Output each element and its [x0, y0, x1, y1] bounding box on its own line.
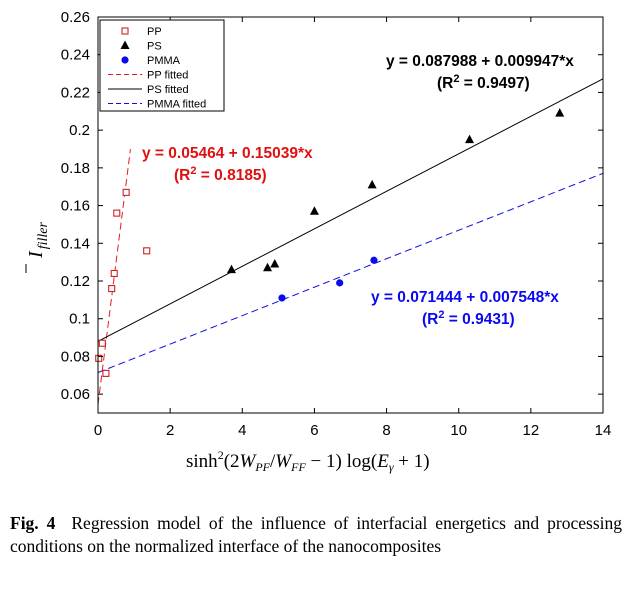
ps-fitted-legend-label: PS fitted — [147, 84, 189, 96]
pmma-r2-value: = 0.9431) — [444, 311, 514, 328]
pp-fitted-legend-label: PP fitted — [147, 70, 188, 82]
y-tick-label: 0.18 — [61, 160, 90, 177]
pp-equation-annotation: y = 0.05464 + 0.15039*x (R2 = 0.8185) — [142, 145, 313, 184]
ps-r2-prefix: (R — [437, 75, 453, 92]
x-tick-label: 2 — [166, 422, 174, 439]
plot-frame — [97, 16, 604, 414]
figure-caption-label: Fig. 4 — [10, 513, 56, 533]
ps-point — [270, 259, 280, 268]
legend: PP PS PMMA PP fitted PS fitted PMMA fitted — [99, 19, 225, 112]
legend-items: PP PS PMMA PP fitted PS fitted PMMA fitted — [108, 26, 206, 111]
pmma-fitted-legend-label: PMMA fitted — [147, 99, 206, 111]
y-tick-label: 0.14 — [61, 235, 90, 252]
pmma-legend-label: PMMA — [147, 55, 181, 67]
ps-point — [555, 108, 565, 117]
x-tick-label: 8 — [382, 422, 390, 439]
pp-point — [102, 369, 110, 377]
pp-fit-r2: (R2 = 0.8185) — [174, 165, 267, 184]
pp-r2-superscript: 2 — [190, 165, 196, 177]
pmma-fitted-line — [98, 172, 603, 374]
pmma-fit-r2: (R2 = 0.9431) — [422, 309, 515, 328]
ps-point — [367, 179, 377, 189]
ps-r2-superscript: 2 — [453, 73, 459, 85]
pp-point — [95, 354, 103, 362]
y-axis-label-text: Ifiller — [25, 222, 51, 259]
pp-fit-equation: y = 0.05464 + 0.15039*x — [142, 145, 313, 162]
y-tick-label: 0.06 — [61, 386, 90, 403]
pmma-r2-prefix: (R — [422, 311, 438, 328]
pp-point — [98, 339, 106, 347]
ps-point — [465, 134, 475, 144]
y-tick-label: 0.12 — [61, 273, 90, 290]
pmma-equation-annotation: y = 0.071444 + 0.007548*x (R2 = 0.9431) — [371, 289, 559, 328]
pp-point — [143, 247, 151, 255]
x-tick-label: 14 — [595, 422, 612, 439]
marks-layer — [95, 108, 565, 377]
ps-point — [309, 206, 319, 215]
y-tick-label: 0.2 — [69, 122, 90, 139]
y-tick-label: 0.22 — [61, 84, 90, 101]
ps-legend-symbol — [120, 40, 130, 49]
pp-r2-prefix: (R — [174, 167, 190, 184]
pmma-point — [336, 279, 344, 287]
legend-box — [99, 19, 225, 112]
plot-layer — [98, 78, 603, 405]
y-tick-label: 0.16 — [61, 198, 90, 215]
ps-legend-label: PS — [147, 41, 162, 53]
ps-point — [263, 262, 273, 272]
x-tick-label: 0 — [94, 422, 102, 439]
x-axis-label: sinh2(2WPF/WFF − 1) log(Eγ + 1) — [186, 448, 430, 474]
figure-caption: Fig. 4 Regression model of the influence… — [10, 512, 622, 558]
pp-point — [110, 269, 118, 278]
figure-caption-text: Regression model of the influence of int… — [10, 513, 622, 556]
ps-fit-equation: y = 0.087988 + 0.009947*x — [386, 53, 574, 70]
ps-r2-value: = 0.9497) — [459, 75, 529, 92]
x-tick-label: 12 — [523, 422, 540, 439]
pp-legend-symbol — [121, 27, 129, 35]
y-axis-label: Ifiller — [25, 222, 51, 273]
y-tick-label: 0.26 — [61, 9, 90, 26]
regression-chart: 0 2 4 6 8 10 12 14 0.06 0.08 0.1 0.12 0.14 0.16 0.18 0.… — [25, 9, 612, 474]
y-tick-label: 0.08 — [61, 348, 90, 365]
pp-legend-label: PP — [147, 26, 162, 38]
pp-r2-value: = 0.8185) — [196, 167, 266, 184]
pmma-legend-symbol — [121, 56, 129, 64]
ps-fit-r2: (R2 = 0.9497) — [437, 73, 530, 92]
ps-equation-annotation: y = 0.087988 + 0.009947*x (R2 = 0.9497) — [386, 53, 574, 92]
pmma-point — [278, 294, 286, 302]
axes-layer: 0 2 4 6 8 10 12 14 0.06 0.08 0.1 0.12 0.14 0.16 0.18 0.… — [61, 9, 612, 439]
pmma-point — [370, 256, 378, 264]
x-tick-label: 4 — [238, 422, 246, 439]
x-tick-label: 10 — [450, 422, 467, 439]
pmma-r2-superscript: 2 — [438, 309, 444, 321]
y-tick-label: 0.24 — [61, 47, 90, 64]
x-tick-label: 6 — [310, 422, 318, 439]
ps-fitted-line — [98, 78, 603, 342]
pp-point — [113, 209, 121, 217]
pp-point — [122, 188, 130, 196]
pmma-fit-equation: y = 0.071444 + 0.007548*x — [371, 289, 559, 306]
y-tick-label: 0.1 — [69, 311, 90, 328]
pp-point — [108, 284, 116, 293]
ps-point — [226, 264, 236, 274]
